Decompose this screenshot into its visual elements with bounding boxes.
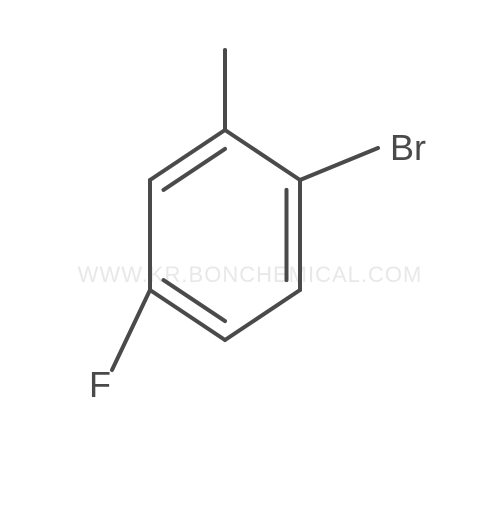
molecule-svg — [0, 0, 500, 500]
molecule-canvas: WWW.KR.BONCHEMICAL.COM Br F — [0, 0, 500, 500]
